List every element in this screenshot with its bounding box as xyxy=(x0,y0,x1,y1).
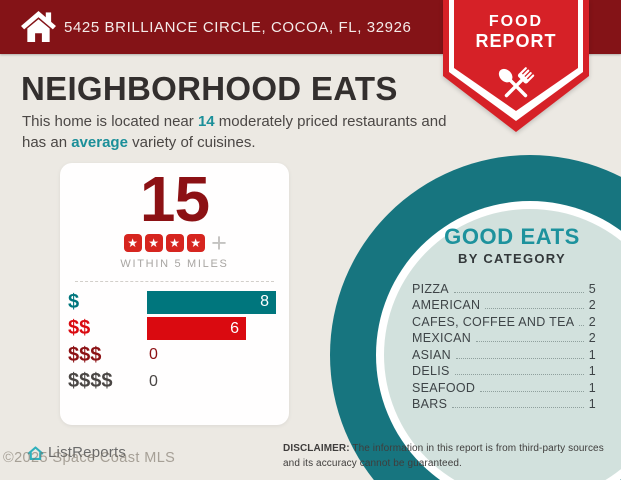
intro-highlight-count: 14 xyxy=(197,113,215,130)
price-label: $$$$ xyxy=(68,370,113,393)
price-row: $$$$ 0 0 xyxy=(68,369,289,396)
list-item: DELIS 1 xyxy=(412,362,596,378)
good-eats-panel: GOOD EATS BY CATEGORY PIZZA 5 AMERICAN 2… xyxy=(412,224,596,411)
price-row: $$$ 0 0 xyxy=(68,342,289,369)
disclaimer-label: DISCLAIMER: xyxy=(283,443,350,454)
price-label: $$ xyxy=(68,317,91,340)
category-list: PIZZA 5 AMERICAN 2 CAFES, COFFEE AND TEA… xyxy=(412,279,596,412)
price-level-chart: $ 8 8 $$ 6 6 $$$ 0 0 xyxy=(60,289,289,395)
price-row: $$ 6 6 xyxy=(68,316,289,343)
restaurant-stat-card: 15 ★★★★ + WITHIN 5 MILES $ 8 8 $$ 6 6 xyxy=(60,163,289,425)
dot-leader xyxy=(485,308,584,309)
rating-stars: ★ ★ ★ ★ xyxy=(122,233,206,252)
category-label: PIZZA xyxy=(412,281,449,296)
category-count: 2 xyxy=(588,314,596,329)
food-report-badge: FOOD REPORT xyxy=(443,0,589,132)
dot-leader xyxy=(480,390,584,392)
dot-leader xyxy=(454,374,584,375)
rating-row: ★ ★ ★ ★ + xyxy=(60,227,289,258)
bar-area: 0 0 xyxy=(147,346,289,364)
bar-value: 8 xyxy=(260,293,269,311)
star-icon: ★ xyxy=(123,233,142,252)
dot-leader xyxy=(453,291,584,293)
mls-watermark: ©2025 Space Coast MLS xyxy=(3,450,176,466)
price-zero-value: 0 xyxy=(149,346,158,364)
price-bar: 6 xyxy=(147,317,246,341)
intro-paragraph: This home is located near 14 moderately … xyxy=(22,111,452,153)
category-count: 2 xyxy=(588,331,596,345)
disclaimer-text: The information in this report is from t… xyxy=(283,443,604,469)
page-title: NEIGHBORHOOD EATS xyxy=(21,70,398,107)
good-eats-subtitle: BY CATEGORY xyxy=(458,251,566,266)
category-count: 1 xyxy=(588,347,596,362)
star-icon: ★ xyxy=(144,233,163,252)
logo-house-icon xyxy=(27,445,44,460)
dashed-divider xyxy=(75,281,274,282)
logo-text: ListReports xyxy=(48,444,127,461)
list-item: ASIAN 1 xyxy=(412,345,596,362)
bar-value: 6 xyxy=(230,319,239,337)
house-icon xyxy=(21,10,56,43)
good-eats-title: GOOD EATS xyxy=(444,224,580,249)
radius-caption: WITHIN 5 MILES xyxy=(120,258,229,270)
list-item: PIZZA 5 xyxy=(412,279,596,296)
listreports-logo: ListReports xyxy=(27,444,126,461)
category-count: 2 xyxy=(588,298,596,312)
restaurant-count: 15 xyxy=(139,163,210,235)
list-item: SEAFOOD 1 xyxy=(412,378,596,395)
category-label: SEAFOOD xyxy=(412,380,476,395)
dot-leader xyxy=(476,341,584,342)
badge-title-line2: REPORT xyxy=(475,31,557,52)
category-count: 1 xyxy=(588,380,596,395)
category-count: 1 xyxy=(588,397,596,411)
dot-leader xyxy=(452,407,584,408)
crossed-spoon-fork-icon xyxy=(498,67,535,98)
dot-leader xyxy=(456,357,584,359)
category-label: CAFES, COFFEE AND TEA xyxy=(412,314,575,329)
category-label: ASIAN xyxy=(412,347,452,362)
category-label: AMERICAN xyxy=(412,298,481,312)
category-count: 5 xyxy=(588,281,596,296)
list-item: MEXICAN 2 xyxy=(412,329,596,345)
intro-line1-pre: This home is located near xyxy=(22,113,194,130)
star-icon: ★ xyxy=(186,233,205,252)
list-item: CAFES, COFFEE AND TEA 2 xyxy=(412,312,596,329)
intro-line1-post: moderately priced restaurants and xyxy=(218,113,447,130)
list-item: BARS 1 xyxy=(412,395,596,411)
price-bar: 8 xyxy=(147,290,276,314)
price-row: $ 8 8 xyxy=(68,289,289,316)
plus-sign: + xyxy=(211,227,227,258)
list-item: AMERICAN 2 xyxy=(412,296,596,312)
bar-area: 6 6 xyxy=(147,317,289,341)
category-count: 1 xyxy=(588,364,596,378)
price-label: $ xyxy=(68,290,80,313)
disclaimer: DISCLAIMER: The information in this repo… xyxy=(283,442,621,471)
badge-title: FOOD REPORT xyxy=(443,13,589,52)
badge-title-line1: FOOD xyxy=(488,13,544,30)
category-label: MEXICAN xyxy=(412,331,472,345)
bar-area: 0 0 xyxy=(147,373,289,391)
price-zero-value: 0 xyxy=(149,372,158,390)
mint-inner-circle xyxy=(384,209,621,480)
intro-highlight-variety: average xyxy=(71,134,128,151)
star-icon: ★ xyxy=(165,233,184,252)
category-label: DELIS xyxy=(412,364,450,378)
dot-leader xyxy=(579,324,584,326)
bar-area: 8 8 xyxy=(147,290,289,314)
price-label: $$$ xyxy=(68,343,102,366)
category-label: BARS xyxy=(412,397,448,411)
intro-line2-pre: has an xyxy=(22,134,68,151)
property-address: 5425 BRILLIANCE CIRCLE, COCOA, FL, 32926 xyxy=(64,18,412,36)
intro-line2-post: variety of cuisines. xyxy=(132,134,256,151)
